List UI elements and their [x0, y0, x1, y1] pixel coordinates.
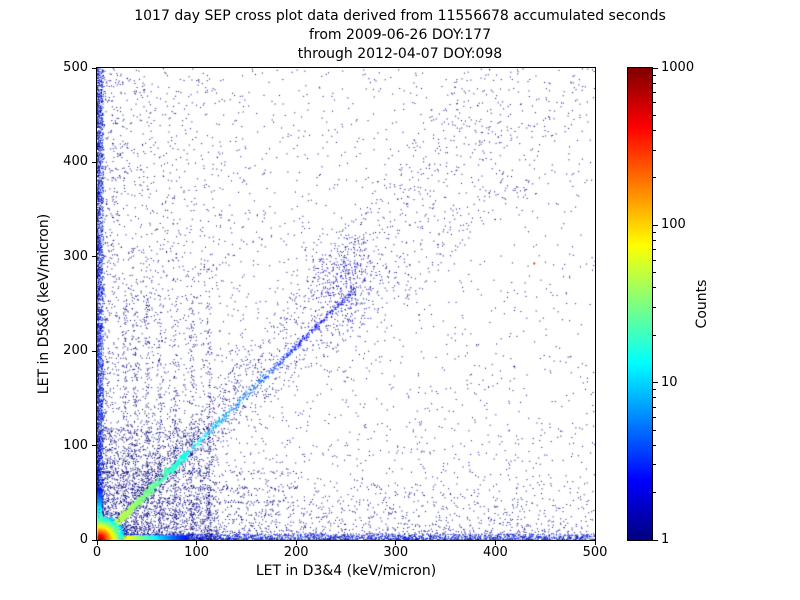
y-tick-label: 0	[79, 532, 88, 547]
colorbar-minor-tick-mark	[653, 406, 656, 408]
colorbar-minor-tick-mark	[653, 249, 656, 251]
colorbar-minor-tick-mark	[653, 287, 656, 289]
colorbar-minor-tick-mark	[653, 397, 656, 399]
y-axis-label: LET in D5&6 (keV/micron)	[36, 213, 52, 395]
chart-title: 1017 day SEP cross plot data derived fro…	[0, 7, 800, 64]
x-tick-mark	[196, 541, 198, 545]
chart-title-line3: through 2012-04-07 DOY:098	[297, 46, 503, 62]
x-tick-mark	[96, 541, 98, 545]
colorbar-tick-mark	[653, 382, 658, 384]
x-tick-mark	[295, 541, 297, 545]
colorbar-tick-mark	[653, 67, 658, 69]
x-tick-label: 100	[184, 545, 209, 560]
colorbar-tick-mark	[653, 224, 658, 226]
colorbar-minor-tick-mark	[653, 307, 656, 309]
plot-area	[96, 67, 596, 541]
chart-title-line1: 1017 day SEP cross plot data derived fro…	[134, 8, 666, 24]
colorbar	[627, 67, 653, 541]
colorbar-minor-tick-mark	[653, 74, 656, 76]
x-tick-mark	[494, 541, 496, 545]
x-tick-label: 500	[582, 545, 608, 560]
colorbar-minor-tick-mark	[653, 232, 656, 234]
x-tick-mark	[395, 541, 397, 545]
x-tick-label: 0	[92, 545, 102, 560]
scatter-density-canvas	[97, 68, 595, 540]
colorbar-minor-tick-mark	[653, 114, 656, 116]
y-tick-label: 400	[63, 154, 88, 170]
colorbar-tick-label: 1000	[661, 60, 695, 75]
colorbar-label: Counts	[694, 279, 710, 329]
x-tick-label: 400	[482, 545, 508, 560]
y-tick-mark	[92, 256, 96, 258]
colorbar-minor-tick-mark	[653, 334, 656, 336]
colorbar-tick-mark	[653, 539, 658, 541]
colorbar-minor-tick-mark	[653, 240, 656, 242]
colorbar-minor-tick-mark	[653, 82, 656, 84]
colorbar-minor-tick-mark	[653, 102, 656, 104]
y-tick-label: 100	[63, 437, 88, 453]
colorbar-minor-tick-mark	[653, 429, 656, 431]
y-tick-label: 200	[63, 343, 88, 359]
colorbar-minor-tick-mark	[653, 130, 656, 132]
colorbar-minor-tick-mark	[653, 177, 656, 179]
y-tick-label: 300	[63, 248, 88, 264]
colorbar-minor-tick-mark	[653, 444, 656, 446]
y-tick-label: 500	[63, 60, 88, 75]
colorbar-minor-tick-mark	[653, 272, 656, 274]
colorbar-tick-label: 100	[661, 217, 686, 233]
colorbar-minor-tick-mark	[653, 389, 656, 391]
x-tick-label: 300	[383, 545, 409, 560]
x-axis-label: LET in D3&4 (keV/micron)	[255, 563, 437, 579]
colorbar-minor-tick-mark	[653, 149, 656, 151]
colorbar-minor-tick-mark	[653, 492, 656, 494]
colorbar-minor-tick-mark	[653, 91, 656, 93]
x-tick-label: 200	[283, 545, 309, 560]
colorbar-minor-tick-mark	[653, 464, 656, 466]
colorbar-minor-tick-mark	[653, 259, 656, 261]
colorbar-tick-label: 10	[661, 374, 678, 390]
x-tick-mark	[594, 541, 596, 545]
colorbar-tick-label: 1	[661, 532, 670, 547]
y-tick-mark	[92, 161, 96, 163]
y-tick-mark	[92, 539, 96, 541]
y-tick-mark	[92, 350, 96, 352]
y-tick-mark	[92, 67, 96, 69]
colorbar-minor-tick-mark	[653, 417, 656, 419]
y-tick-mark	[92, 445, 96, 447]
colorbar-gradient-canvas	[628, 68, 652, 540]
chart-title-line2: from 2009-06-26 DOY:177	[308, 27, 491, 43]
